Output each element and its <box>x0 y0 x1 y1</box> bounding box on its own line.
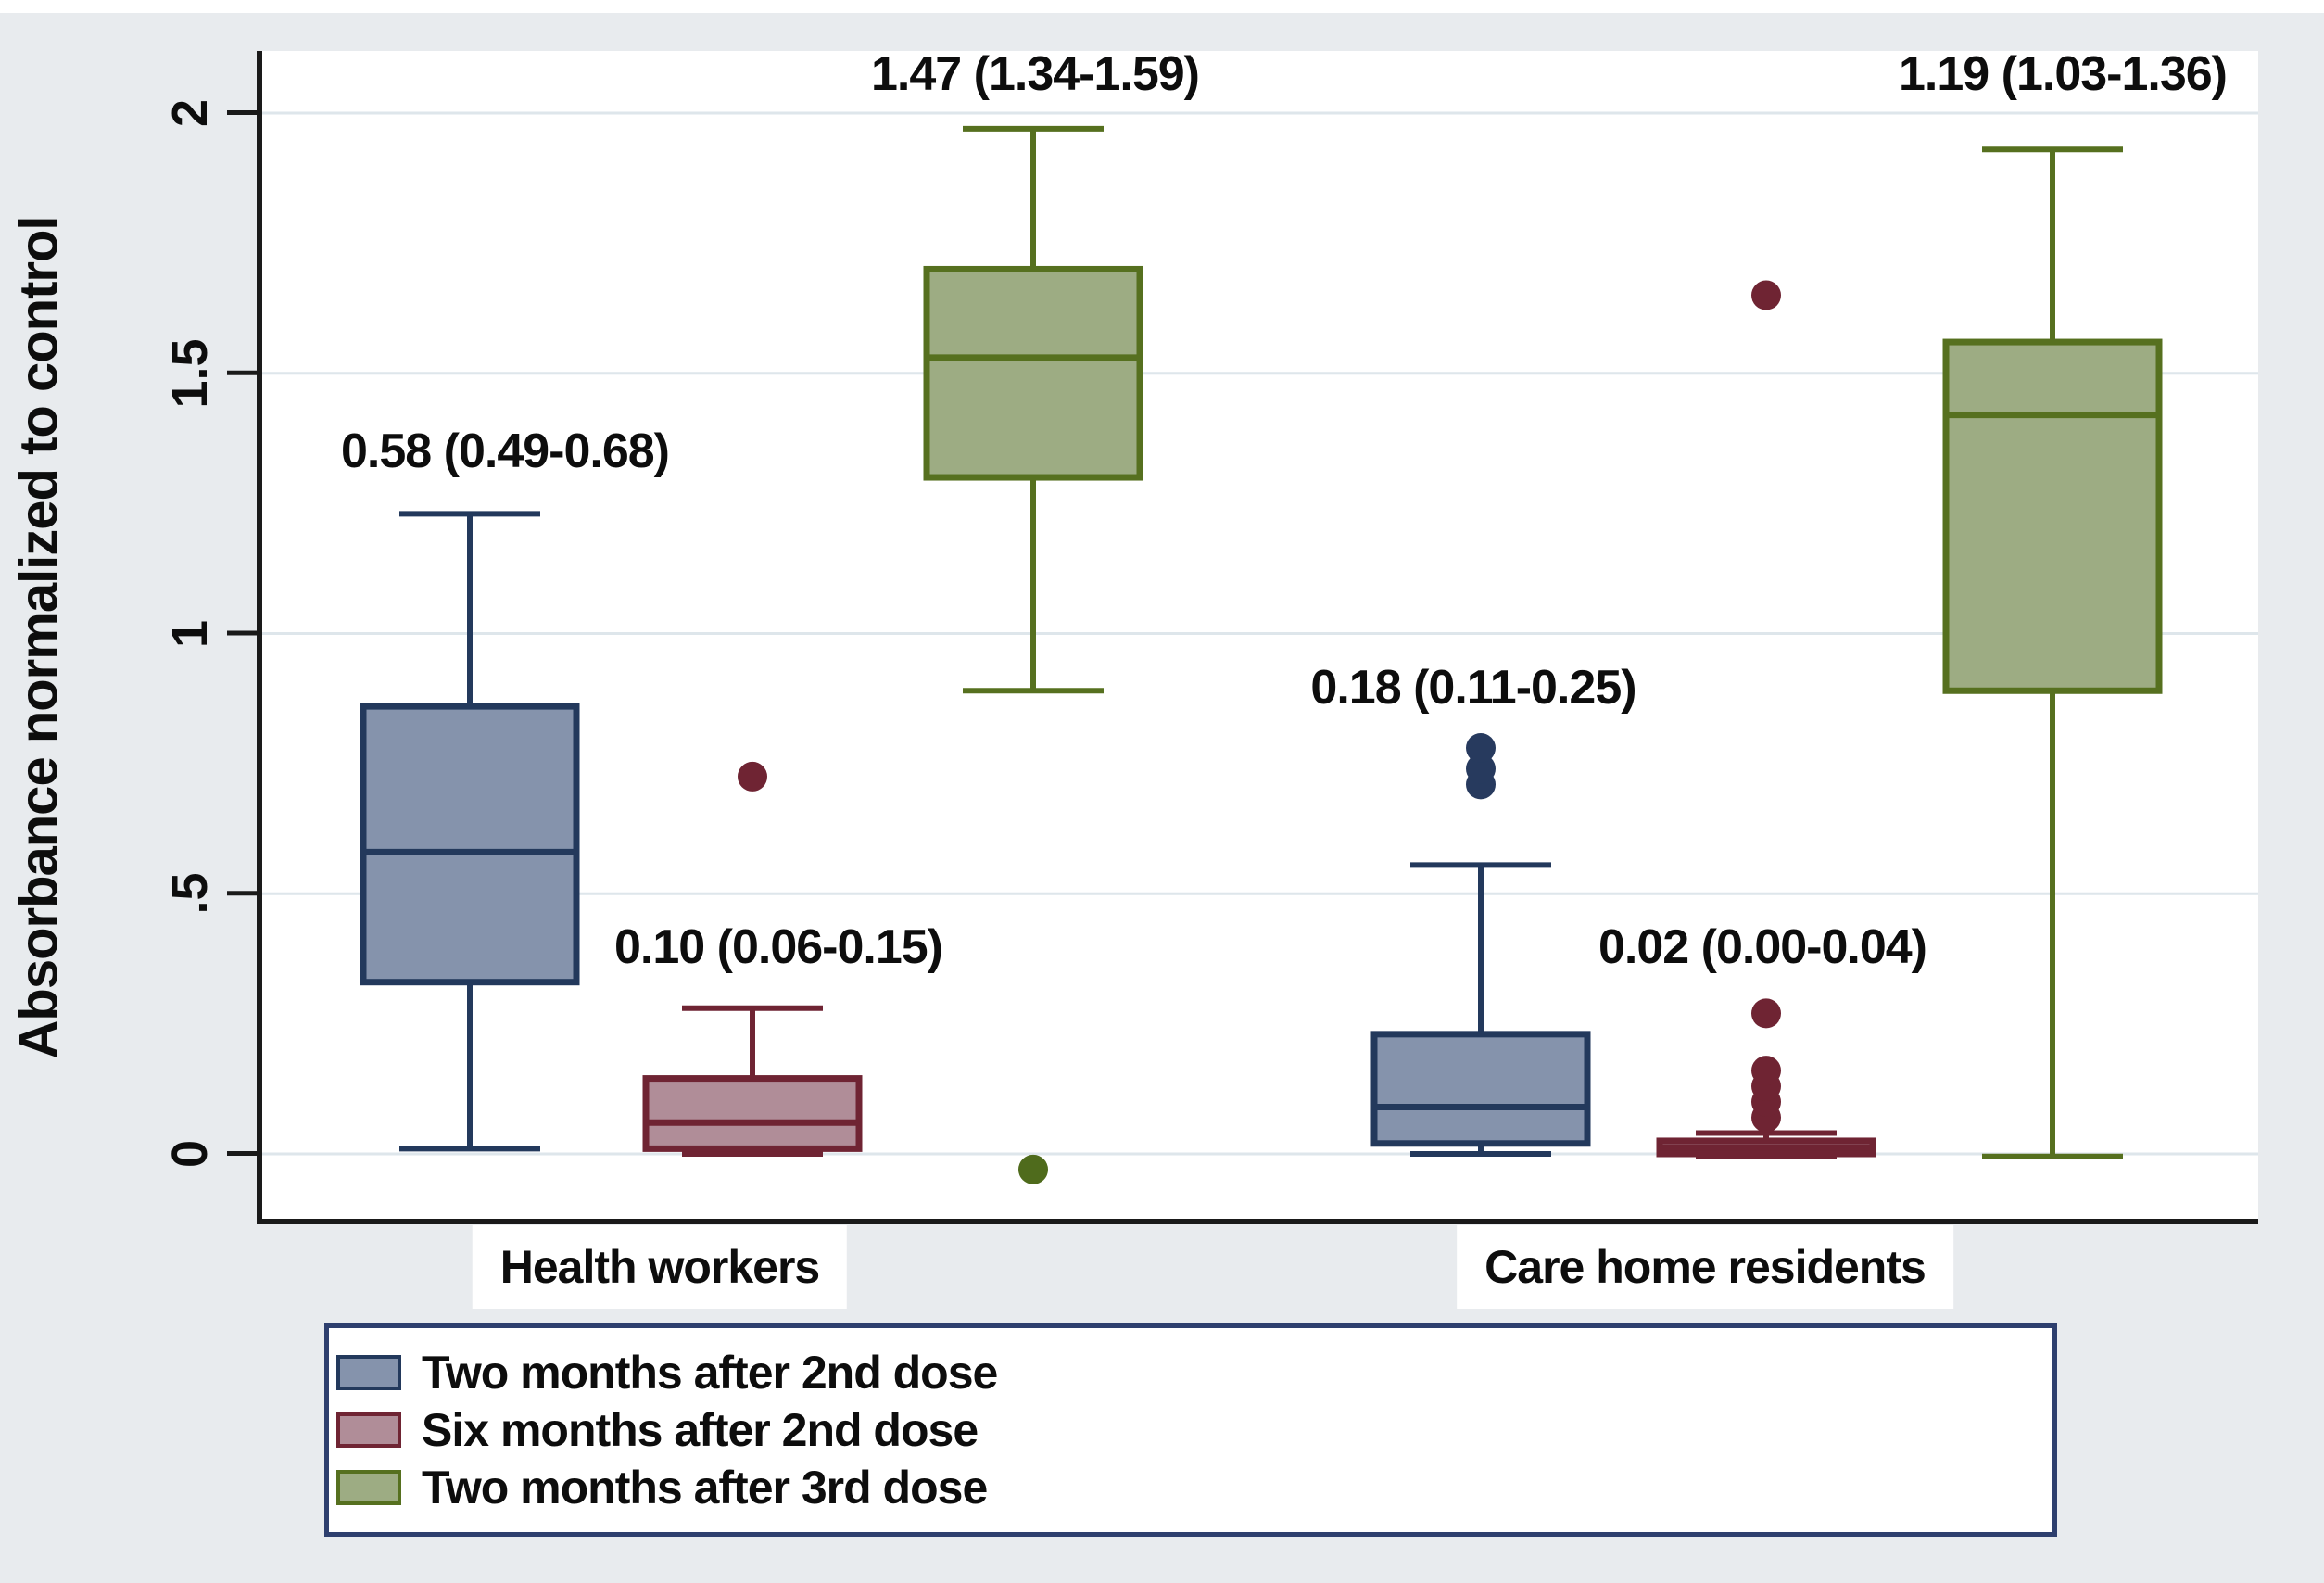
y-axis-title: Absorbance normalized to control <box>8 216 69 1059</box>
annotation-chr-2mo-2nd: 0.18 (0.11-0.25) <box>1310 661 1636 715</box>
legend-row-2mo-3rd: Two months after 3rd dose <box>336 1462 2052 1513</box>
legend-swatch-green <box>336 1470 401 1505</box>
legend-swatch-red <box>336 1412 401 1448</box>
annotation-chr-2mo-3rd: 1.19 (1.03-1.36) <box>1898 47 2228 101</box>
y-tick-label-1: 1 <box>162 619 218 648</box>
annotation-hw-2mo-3rd: 1.47 (1.34-1.59) <box>870 47 1200 101</box>
annotation-hw-2mo-2nd: 0.58 (0.49-0.68) <box>340 424 670 478</box>
group-label-care-home-residents: Care home residents <box>1457 1225 1953 1309</box>
annotation-chr-6mo-2nd: 0.02 (0.00-0.04) <box>1598 920 1927 974</box>
annotation-hw-6mo-2nd: 0.10 (0.06-0.15) <box>613 920 943 974</box>
legend-row-2mo-2nd: Two months after 2nd dose <box>336 1347 2052 1399</box>
legend-label-2mo-3rd: Two months after 3rd dose <box>422 1462 988 1513</box>
y-tick-label-15: 1.5 <box>162 338 218 409</box>
y-tick-label-2: 2 <box>162 98 218 128</box>
group-label-health-workers: Health workers <box>472 1225 848 1309</box>
legend: Two months after 2nd dose Six months aft… <box>324 1323 2057 1537</box>
legend-label-6mo-2nd: Six months after 2nd dose <box>422 1404 979 1456</box>
legend-swatch-blue <box>336 1355 401 1390</box>
top-margin-strip <box>0 0 2324 13</box>
y-tick-label-05: .5 <box>162 872 218 915</box>
y-tick-label-0: 0 <box>162 1139 218 1169</box>
legend-label-2mo-2nd: Two months after 2nd dose <box>422 1347 998 1399</box>
legend-row-6mo-2nd: Six months after 2nd dose <box>336 1404 2052 1456</box>
